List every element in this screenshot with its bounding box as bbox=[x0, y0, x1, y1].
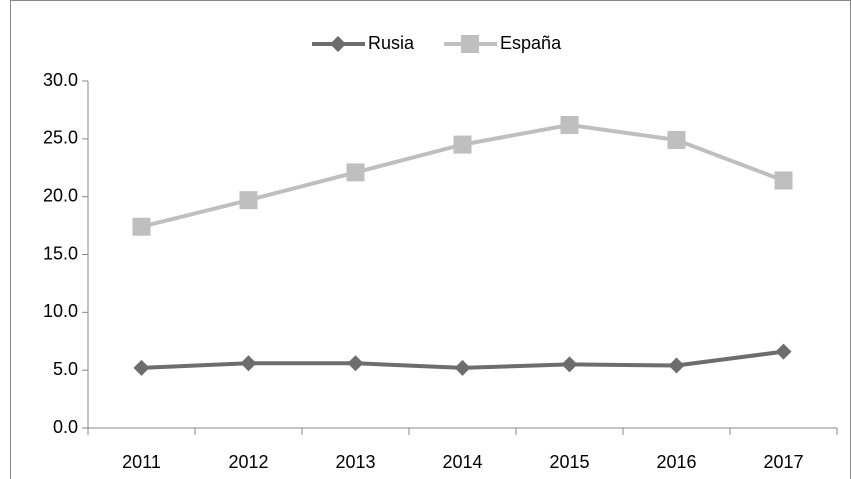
data-point bbox=[774, 171, 793, 190]
x-tick-label: 2016 bbox=[656, 452, 696, 472]
data-point bbox=[239, 191, 258, 210]
data-point bbox=[346, 163, 365, 182]
data-point bbox=[453, 135, 472, 154]
chart-frame bbox=[10, 0, 851, 479]
legend-marker bbox=[461, 35, 480, 53]
x-tick-label: 2017 bbox=[763, 452, 803, 472]
data-point bbox=[132, 217, 151, 236]
data-point bbox=[454, 359, 471, 376]
legend-marker bbox=[330, 36, 346, 52]
legend-label: España bbox=[500, 33, 562, 53]
data-point bbox=[560, 115, 579, 134]
data-point bbox=[240, 355, 257, 372]
y-tick-label: 5.0 bbox=[53, 359, 78, 379]
data-point bbox=[668, 357, 685, 374]
data-point bbox=[561, 356, 578, 373]
x-tick-label: 2015 bbox=[549, 452, 589, 472]
x-tick-label: 2013 bbox=[335, 452, 375, 472]
y-tick-label: 25.0 bbox=[43, 128, 78, 148]
data-point bbox=[347, 355, 364, 372]
y-tick-label: 10.0 bbox=[43, 301, 78, 321]
data-point bbox=[775, 343, 792, 360]
x-tick-label: 2014 bbox=[442, 452, 482, 472]
y-tick-label: 0.0 bbox=[53, 417, 78, 437]
x-tick-label: 2012 bbox=[228, 452, 268, 472]
y-tick-label: 30.0 bbox=[43, 70, 78, 90]
y-tick-label: 20.0 bbox=[43, 185, 78, 205]
y-tick-label: 15.0 bbox=[43, 243, 78, 263]
legend-label: Rusia bbox=[368, 33, 415, 53]
data-point bbox=[133, 359, 150, 376]
data-point bbox=[667, 130, 686, 149]
x-tick-label: 2011 bbox=[122, 452, 161, 472]
